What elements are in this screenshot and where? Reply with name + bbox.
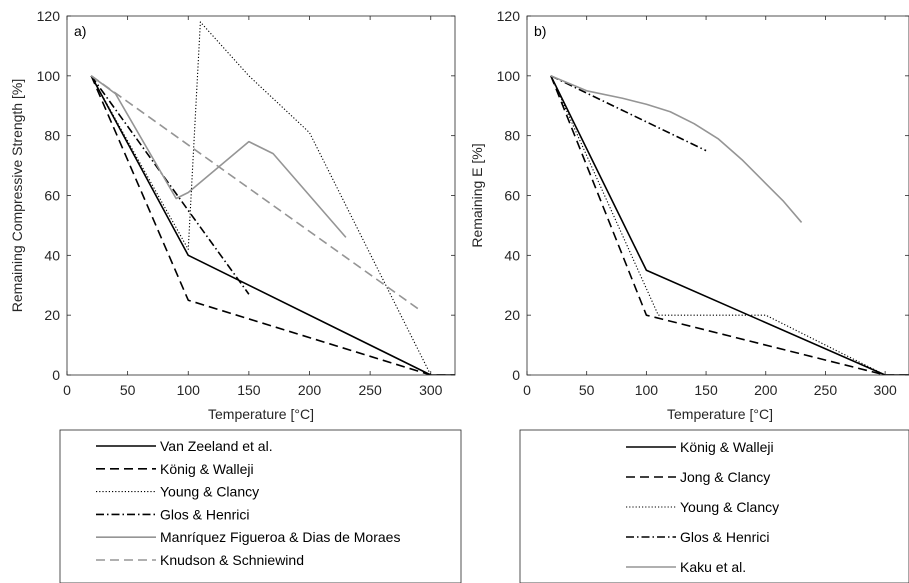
legend-entry: König & Walleji (160, 461, 254, 477)
series-line-2 (550, 75, 909, 375)
y-tick-label: 60 (504, 188, 520, 204)
axes-box (66, 15, 456, 376)
legend-entry: Kaku et al. (680, 559, 746, 575)
legend-entry: Van Zeeland et al. (160, 438, 273, 454)
y-tick-label: 100 (497, 68, 521, 84)
legend-entry: Glos & Henrici (680, 529, 769, 545)
y-tick-label: 100 (37, 68, 61, 84)
x-tick-label: 300 (873, 382, 897, 398)
y-tick-label: 20 (504, 307, 520, 323)
y-tick-label: 40 (44, 247, 60, 263)
legend-entry: Jong & Clancy (680, 469, 770, 485)
x-axis-label: Temperature [°C] (667, 406, 773, 422)
series-line-6 (90, 75, 420, 310)
legend-entry: Glos & Henrici (160, 506, 249, 522)
chart-panel-2: 0 50 100 150 200 250 300 0 20 40 60 80 100 120 Tempera… (469, 8, 909, 583)
x-axis-label: Temperature [°C] (208, 406, 314, 422)
x-tick-label: 150 (694, 382, 718, 398)
panel-label: b) (534, 23, 546, 39)
y-tick-label: 120 (37, 8, 61, 24)
y-axis-label: Remaining Compressive Strength [%] (9, 79, 25, 312)
x-tick-label: 250 (358, 382, 382, 398)
x-tick-label: 100 (635, 382, 659, 398)
x-tick-label: 50 (579, 382, 595, 398)
series-line-3 (90, 21, 455, 375)
x-tick-label: 50 (120, 382, 136, 398)
chart-panel-1: 0 50 100 150 200 250 300 0 20 40 60 80 100 120 Tempera… (9, 8, 462, 583)
y-tick-label: 0 (512, 367, 520, 383)
y-axis-label: Remaining E [%] (469, 143, 485, 247)
legend-entry: König & Walleji (680, 439, 774, 455)
x-tick-label: 200 (754, 382, 778, 398)
y-tick-label: 20 (44, 307, 60, 323)
series-line-1 (90, 75, 455, 375)
legend-entry: Young & Clancy (680, 499, 779, 515)
series-line-4 (550, 75, 707, 152)
y-tick-label: 80 (44, 128, 60, 144)
legend-entry: Manríquez Figueroa & Dias de Moraes (160, 529, 400, 545)
legend-box (519, 429, 909, 583)
y-tick-label: 40 (504, 247, 520, 263)
y-tick-label: 0 (52, 367, 60, 383)
legend: König & Walleji Jong & Clancy Young & Clan… (519, 429, 909, 583)
legend: Van Zeeland et al. König & Walleji Young &… (59, 429, 462, 583)
series-line-5 (550, 75, 803, 223)
x-tick-label: 0 (523, 382, 531, 398)
series-line-5 (90, 75, 347, 238)
legend-entry: Young & Clancy (160, 484, 259, 500)
y-tick-label: 80 (504, 128, 520, 144)
axes-box (526, 15, 909, 376)
x-tick-label: 100 (177, 382, 201, 398)
panel-label: a) (74, 23, 86, 39)
x-tick-label: 200 (298, 382, 322, 398)
series-line-4 (90, 75, 250, 295)
series-line-3 (550, 75, 909, 375)
y-tick-label: 120 (497, 8, 521, 24)
y-tick-label: 60 (44, 188, 60, 204)
legend-box (59, 429, 462, 583)
x-tick-label: 250 (814, 382, 838, 398)
series-line-1 (550, 75, 909, 375)
legend-entry: Knudson & Schniewind (160, 552, 304, 568)
x-tick-label: 300 (419, 382, 443, 398)
x-tick-label: 0 (63, 382, 71, 398)
x-tick-label: 150 (237, 382, 261, 398)
series-line-2 (90, 75, 455, 375)
